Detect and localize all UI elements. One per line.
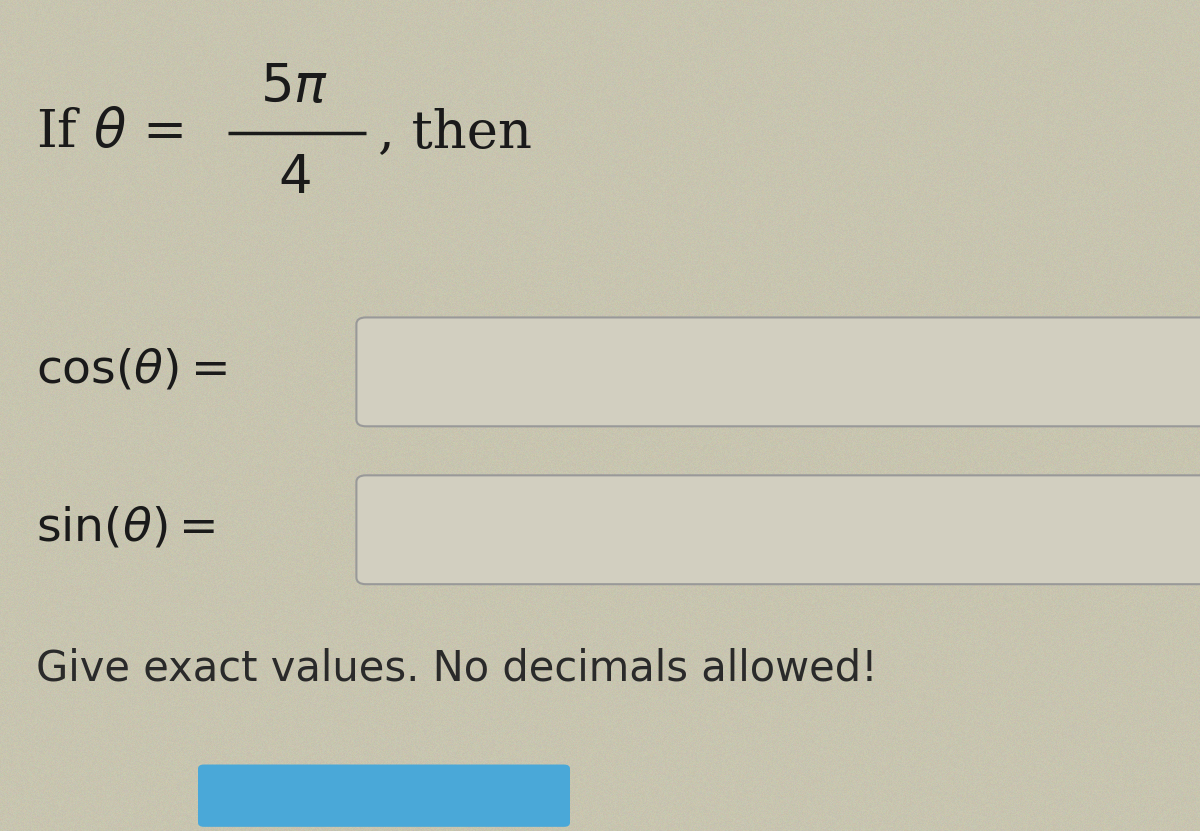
FancyBboxPatch shape	[356, 475, 1200, 584]
Text: If $\theta$ =: If $\theta$ =	[36, 107, 182, 159]
Text: $5\pi$: $5\pi$	[260, 61, 328, 113]
FancyBboxPatch shape	[356, 317, 1200, 426]
Text: $\mathrm{sin}(\theta) =$: $\mathrm{sin}(\theta) =$	[36, 505, 215, 550]
Text: , then: , then	[378, 107, 532, 159]
FancyBboxPatch shape	[198, 765, 570, 827]
Text: Give exact values. No decimals allowed!: Give exact values. No decimals allowed!	[36, 648, 877, 690]
Text: $\mathrm{cos}(\theta) =$: $\mathrm{cos}(\theta) =$	[36, 347, 227, 392]
Text: $4$: $4$	[277, 153, 311, 204]
